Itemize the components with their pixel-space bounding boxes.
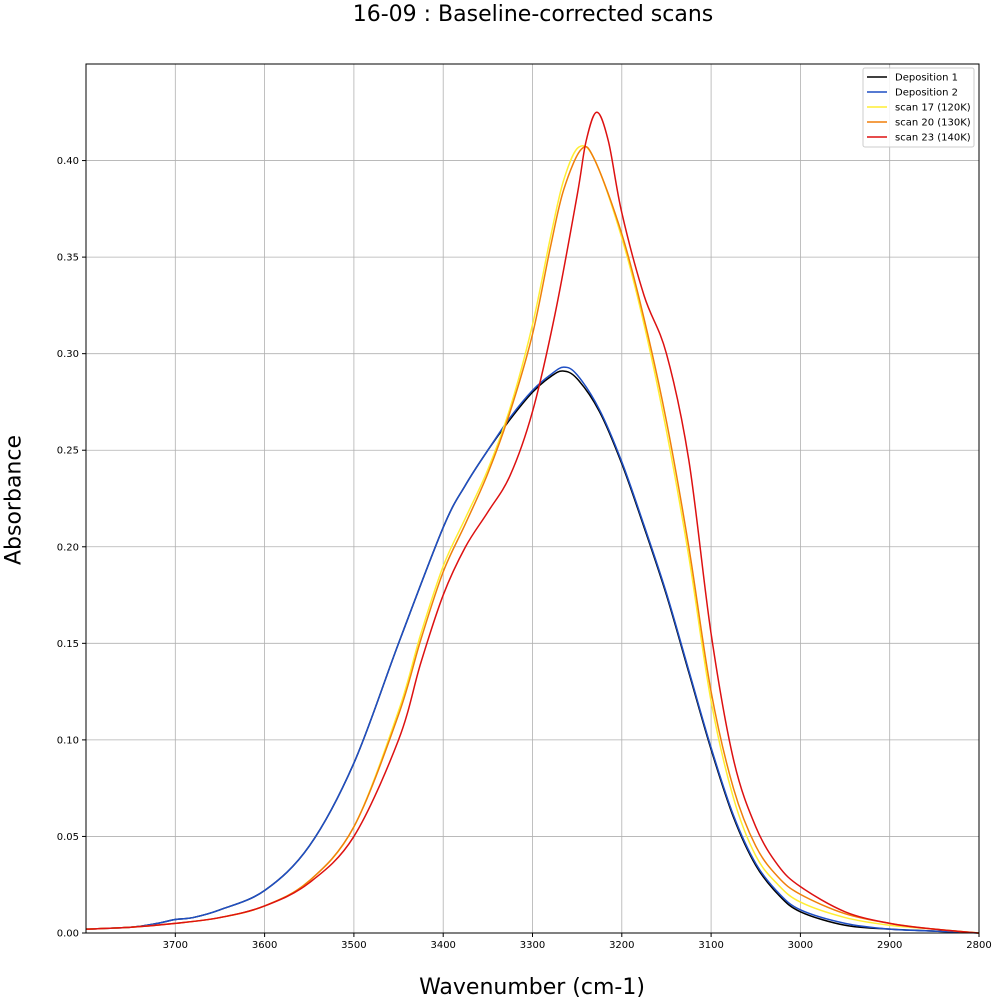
x-tick-label: 3600 (252, 940, 277, 951)
y-tick-label: 0.25 (57, 446, 79, 457)
series-line-2 (85, 366, 980, 934)
y-tick-label: 0.40 (57, 156, 79, 167)
x-tick-label: 3200 (609, 940, 634, 951)
x-tick-label: 3700 (163, 940, 188, 951)
series-line-5 (85, 111, 980, 934)
legend-entry: scan 20 (130K) (895, 118, 971, 129)
y-tick-label: 0.05 (57, 832, 79, 843)
series-line-4 (85, 146, 980, 934)
x-tick-label: 2800 (966, 940, 991, 951)
x-tick-label: 2900 (877, 940, 902, 951)
grid-lines (86, 64, 980, 934)
y-tick-label: 0.00 (57, 929, 79, 940)
legend-entry: Deposition 2 (895, 88, 958, 99)
legend: Deposition 1 Deposition 2 scan 17 (120K) sc… (862, 67, 975, 148)
y-tick-label: 0.10 (57, 735, 79, 746)
x-tick-label: 3300 (520, 940, 545, 951)
x-axis-label: Wavenumber (cm-1) (419, 975, 645, 1000)
y-tick-label: 0.35 (57, 253, 79, 264)
x-axis-ticks: 3700 3600 3500 3400 3300 3200 3100 3000 2900 2800 (163, 933, 992, 951)
legend-entry: scan 23 (140K) (895, 133, 971, 144)
y-tick-label: 0.30 (57, 349, 79, 360)
y-tick-label: 0.20 (57, 542, 79, 553)
legend-entry: Deposition 1 (895, 73, 958, 84)
legend-box (862, 67, 975, 148)
chart-title: 16-09 : Baseline-corrected scans (352, 2, 714, 27)
x-tick-label: 3500 (341, 940, 366, 951)
x-tick-label: 3400 (430, 940, 455, 951)
series-lines (85, 111, 980, 934)
x-tick-label: 3100 (698, 940, 723, 951)
y-tick-label: 0.15 (57, 639, 79, 650)
y-axis-ticks: 0.00 0.05 0.10 0.15 0.20 0.25 0.30 0.35 0.40 (57, 156, 86, 940)
x-tick-label: 3000 (788, 940, 813, 951)
legend-entry: scan 17 (120K) (895, 103, 971, 114)
